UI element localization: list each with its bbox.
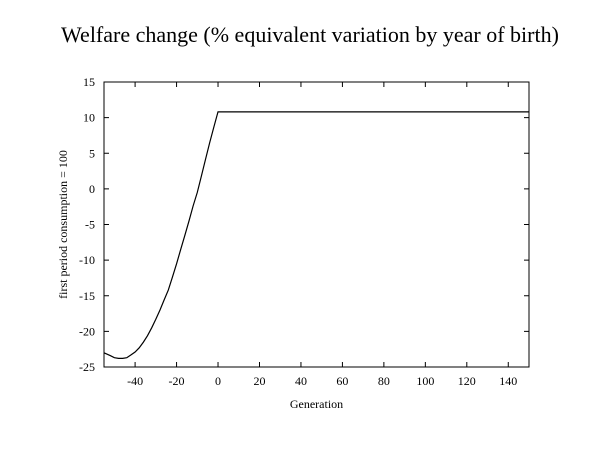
series-line [103,111,529,359]
series-layer [103,111,529,359]
x-tick-label: 0 [215,374,221,388]
x-tick-label: 20 [253,374,265,388]
x-tick-label: 40 [295,374,307,388]
x-tick-label: 140 [499,374,517,388]
y-tick-label: 10 [83,111,95,125]
x-tick-label: -40 [127,374,143,388]
y-tick-label: 5 [89,146,95,160]
x-tick-label: 100 [416,374,434,388]
y-tick-label: 0 [89,182,95,196]
y-tick-label: 15 [83,75,95,89]
x-tick-label: 60 [336,374,348,388]
x-tick-label: -20 [169,374,185,388]
plot-frame [103,81,530,368]
y-axis-label: first period consumption = 100 [56,150,70,299]
x-axis-label: Generation [290,397,343,411]
chart-title: Welfare change (% equivalent variation b… [61,22,559,47]
y-tick-label: -10 [79,253,95,267]
axes-layer [103,81,530,368]
ticks-layer: -40 -20 0 20 40 60 80 100 120 140 15 10 5 0 -5 -10 -15 -2… [79,75,529,388]
y-tick-label: -20 [79,324,95,338]
y-tick-label: -15 [79,289,95,303]
x-tick-label: 80 [378,374,390,388]
y-tick-label: -5 [85,218,95,232]
x-tick-label: 120 [458,374,476,388]
y-tick-label: -25 [79,360,95,374]
